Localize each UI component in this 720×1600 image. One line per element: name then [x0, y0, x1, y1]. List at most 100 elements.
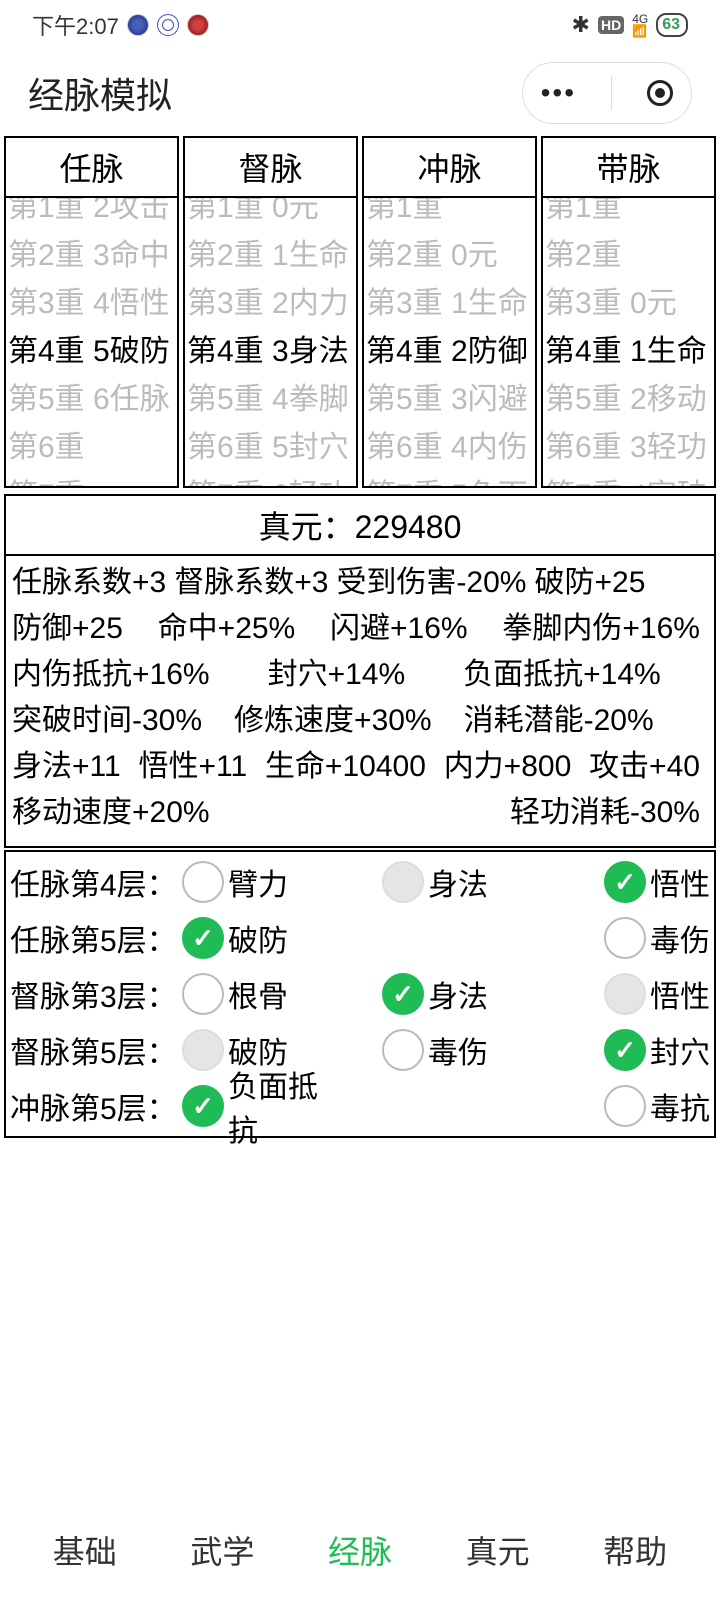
- level-item[interactable]: 第3重 0元: [545, 280, 712, 328]
- stat-value: 内伤抵抗+16%: [12, 652, 210, 698]
- choice-text: 破防: [228, 916, 288, 960]
- tab-武学[interactable]: 武学: [190, 1527, 254, 1573]
- level-item[interactable]: 第1重: [545, 198, 712, 232]
- level-item[interactable]: 第3重 2内力: [187, 280, 354, 328]
- status-app-icon-3: [187, 14, 209, 36]
- bottom-tabs: 基础 武学 经脉 真元 帮助: [0, 1510, 720, 1600]
- choice-option[interactable]: 臂力: [182, 860, 382, 904]
- level-item[interactable]: 第2重 0元: [366, 232, 533, 280]
- choice-option[interactable]: 身法: [382, 972, 582, 1016]
- radio-icon[interactable]: [604, 861, 646, 903]
- meridian-columns: 任脉第1重 2攻击第2重 3命中第3重 4悟性第4重 5破防第5重 6任脉第6重…: [0, 136, 720, 488]
- level-item[interactable]: 第6重 4内伤: [366, 424, 533, 472]
- zhenyuan-display: 真元：229480: [4, 494, 716, 556]
- radio-icon[interactable]: [382, 861, 424, 903]
- status-app-icon-1: [127, 14, 149, 36]
- stat-value: 破防+25: [534, 560, 645, 606]
- level-item[interactable]: 第7重 6轻功: [187, 472, 354, 486]
- level-item[interactable]: 第1重 0元: [187, 198, 354, 232]
- stat-value: 移动速度+20%: [12, 790, 210, 836]
- meridian-column[interactable]: 带脉第1重第2重第3重 0元第4重 1生命第5重 2移动第6重 3轻功第7重 4…: [541, 136, 716, 488]
- level-item[interactable]: 第1重: [366, 198, 533, 232]
- radio-icon[interactable]: [604, 973, 646, 1015]
- level-item[interactable]: 第7重 4穿破: [545, 472, 712, 486]
- level-item[interactable]: 第3重 1生命: [366, 280, 533, 328]
- level-item[interactable]: 第6重: [8, 424, 175, 472]
- radio-icon[interactable]: [182, 973, 224, 1015]
- meridian-column[interactable]: 冲脉第1重第2重 0元第3重 1生命第4重 2防御第5重 3闪避第6重 4内伤第…: [362, 136, 537, 488]
- radio-icon[interactable]: [382, 973, 424, 1015]
- level-item[interactable]: 第5重 4拳脚: [187, 376, 354, 424]
- status-bar: 下午2:07 ✱ HD 4G📶 63: [0, 0, 720, 50]
- stats-panel: 任脉系数+3督脉系数+3受到伤害-20%破防+25 防御+25命中+25%闪避+…: [4, 556, 716, 848]
- choice-option[interactable]: 负面抵抗: [182, 1062, 346, 1150]
- level-item[interactable]: 第2重: [545, 232, 712, 280]
- choice-option[interactable]: 破防: [182, 916, 382, 960]
- choice-row: 任脉第5层：破防毒伤: [10, 910, 710, 966]
- level-item[interactable]: 第6重 5封穴: [187, 424, 354, 472]
- level-item[interactable]: 第5重 6任脉: [8, 376, 175, 424]
- choice-row: 任脉第4层：臂力身法悟性: [10, 854, 710, 910]
- title-bar: 经脉模拟 •••: [0, 50, 720, 136]
- tab-真元[interactable]: 真元: [466, 1527, 530, 1573]
- column-header: 督脉: [185, 138, 356, 198]
- radio-icon[interactable]: [182, 861, 224, 903]
- level-item[interactable]: 第3重 4悟性: [8, 280, 175, 328]
- choice-text: 根骨: [228, 972, 288, 1016]
- level-item[interactable]: 第4重 5破防: [8, 328, 175, 376]
- radio-icon[interactable]: [604, 1085, 646, 1127]
- choice-text: 负面抵抗: [228, 1062, 346, 1150]
- level-item[interactable]: 第5重 3闪避: [366, 376, 533, 424]
- status-time: 下午2:07: [32, 9, 119, 41]
- column-header: 带脉: [543, 138, 714, 198]
- level-item[interactable]: 第4重 2防御: [366, 328, 533, 376]
- meridian-column[interactable]: 督脉第1重 0元第2重 1生命第3重 2内力第4重 3身法第5重 4拳脚第6重 …: [183, 136, 358, 488]
- choice-option[interactable]: 身法: [382, 860, 582, 904]
- choice-label: 督脉第5层：: [10, 1028, 182, 1072]
- choice-label: 冲脉第5层：: [10, 1084, 182, 1128]
- level-item[interactable]: 第5重 2移动: [545, 376, 712, 424]
- stat-value: 身法+11: [12, 744, 121, 790]
- tab-基础[interactable]: 基础: [53, 1527, 117, 1573]
- radio-icon[interactable]: [182, 1085, 224, 1127]
- choice-row: 督脉第3层： 根骨 身法悟性: [10, 966, 710, 1022]
- choice-option[interactable]: 悟性: [582, 860, 710, 904]
- radio-icon[interactable]: [604, 917, 646, 959]
- level-item[interactable]: 第2重 3命中: [8, 232, 175, 280]
- tab-帮助[interactable]: 帮助: [603, 1527, 667, 1573]
- stat-value: 突破时间-30%: [12, 698, 202, 744]
- miniprogram-capsule[interactable]: •••: [522, 62, 692, 124]
- choice-text: 悟性: [650, 860, 710, 904]
- stat-value: 闪避+16%: [330, 606, 468, 652]
- stat-value: 攻击+40: [589, 744, 700, 790]
- stat-value: 轻功消耗-30%: [510, 790, 700, 836]
- choice-text: 毒伤: [650, 916, 710, 960]
- level-item[interactable]: 第2重 1生命: [187, 232, 354, 280]
- choice-label: 督脉第3层：: [10, 972, 182, 1016]
- stat-value: 封穴+14%: [268, 652, 406, 698]
- status-app-icon-2: [157, 14, 179, 36]
- level-item[interactable]: 第7重: [8, 472, 175, 486]
- page-title: 经脉模拟: [28, 67, 172, 119]
- choice-option[interactable]: 悟性: [582, 972, 710, 1016]
- meridian-column[interactable]: 任脉第1重 2攻击第2重 3命中第3重 4悟性第4重 5破防第5重 6任脉第6重…: [4, 136, 179, 488]
- level-item[interactable]: 第4重 3身法: [187, 328, 354, 376]
- menu-icon[interactable]: •••: [541, 77, 576, 109]
- choice-option[interactable]: 毒伤: [582, 916, 710, 960]
- column-header: 任脉: [6, 138, 177, 198]
- level-item[interactable]: 第6重 3轻功: [545, 424, 712, 472]
- tab-经脉[interactable]: 经脉: [328, 1527, 392, 1573]
- choices-panel: 任脉第4层：臂力身法悟性任脉第5层：破防毒伤督脉第3层：根骨身法悟性督脉第5层：…: [4, 850, 716, 1138]
- close-icon[interactable]: [647, 80, 673, 106]
- stat-value: 拳脚内伤+16%: [502, 606, 700, 652]
- choice-option[interactable]: 毒抗: [546, 1084, 710, 1128]
- level-item[interactable]: 第1重 2攻击: [8, 198, 175, 232]
- level-item[interactable]: 第4重 1生命: [545, 328, 712, 376]
- stat-value: 生命+10400: [265, 744, 426, 790]
- choice-text: 身法: [428, 860, 488, 904]
- choice-option[interactable]: 根骨: [182, 972, 382, 1016]
- level-item[interactable]: 第7重 5负面: [366, 472, 533, 486]
- stat-value: 任脉系数+3: [12, 560, 166, 606]
- stat-value: 督脉系数+3: [174, 560, 328, 606]
- radio-icon[interactable]: [182, 917, 224, 959]
